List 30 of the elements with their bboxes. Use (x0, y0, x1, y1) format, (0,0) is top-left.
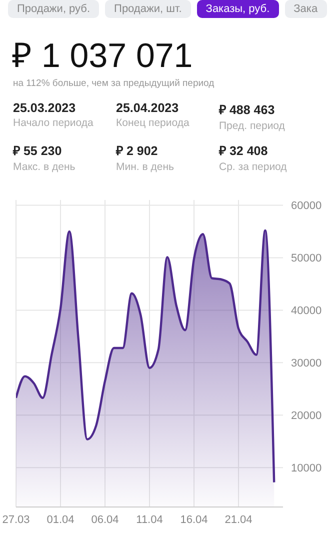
x-tick-label: 21.04 (224, 514, 252, 526)
text: Зака (284, 0, 327, 18)
chart-subtitle: на 112% больше, чем за предыдущий период (12, 77, 216, 89)
text: Заказы, руб. (196, 0, 279, 18)
text: Продажи, руб. (8, 0, 100, 18)
text: 25.03.2023 (13, 101, 77, 115)
y-tick-label: 30000 (291, 358, 322, 370)
y-tick-label: 50000 (291, 252, 322, 265)
text: ₽ 2 902 (116, 143, 159, 159)
text: Конец периода (116, 117, 190, 129)
text: Продажи, шт. (105, 0, 191, 18)
x-tick-label: 11.04 (136, 514, 163, 526)
text: ₽ 488 463 (219, 102, 276, 118)
text: ₽ 55 230 (13, 143, 63, 159)
x-tick-label: 27.03 (2, 514, 30, 526)
chart-title: ₽ 1 037 071 (11, 36, 194, 76)
x-tick-label: 16.04 (180, 514, 208, 526)
y-tick-label: 40000 (291, 305, 322, 318)
text: ₽ 32 408 (219, 143, 269, 159)
text: 25.04.2023 (116, 101, 180, 115)
text: Ср. за период (219, 161, 288, 173)
y-tick-label: 20000 (291, 410, 322, 422)
text: Мин. в день (116, 161, 175, 173)
y-tick-label: 60000 (291, 200, 322, 212)
text: Начало периода (13, 117, 94, 129)
text: Пред. период (219, 120, 286, 132)
text: Макс. в день (13, 161, 76, 173)
y-tick-label: 10000 (291, 462, 322, 475)
x-tick-label: 06.04 (91, 514, 119, 526)
x-tick-label: 01.04 (46, 514, 74, 526)
